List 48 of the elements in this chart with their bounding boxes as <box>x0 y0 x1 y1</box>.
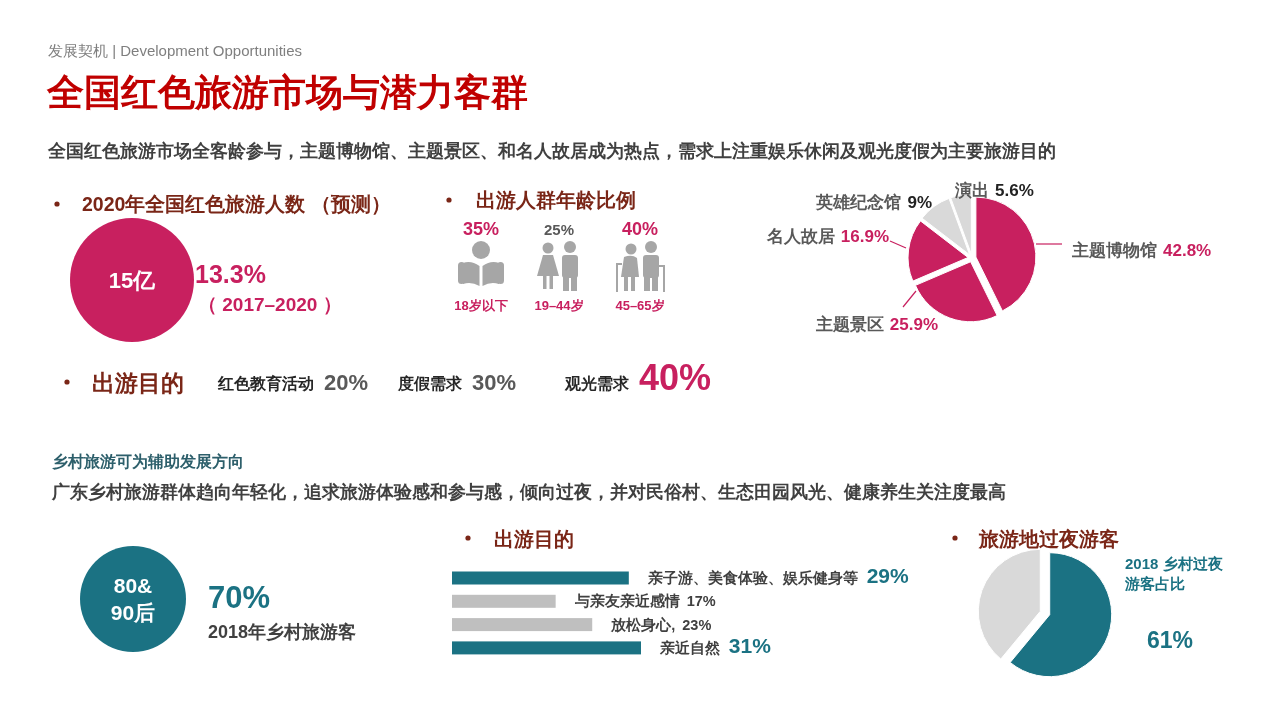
data-label: 25% <box>543 221 575 238</box>
text: 乡村旅游可为辅助发展方向 <box>52 452 244 470</box>
bar <box>452 594 556 608</box>
chart-title: 出游目的 <box>494 528 574 550</box>
slice-label: 英雄纪念馆 <box>815 192 902 212</box>
data-label: 亲子游、美食体验、娱乐健身等 29% <box>646 564 909 588</box>
chart-title: 旅游地过夜游客 <box>978 528 1119 550</box>
data-label: 30% <box>472 370 517 395</box>
text: 全国红色旅游市场全客龄参与，主题博物馆、主题景区、和名人故居成为热点，需求上注重娱乐休闲及观光度假为主要旅游目的 <box>47 140 1056 161</box>
data-label: 亲近自然 31% <box>659 633 772 657</box>
category-label: 观光需求 <box>564 375 630 392</box>
bar <box>452 571 629 585</box>
text: 80&90后 <box>110 574 156 624</box>
category-label: 红色教育活动 <box>217 374 314 392</box>
text: 15亿 <box>108 267 157 293</box>
bar <box>452 641 641 655</box>
category-label: 18岁以下 <box>454 298 508 313</box>
category-label: 19–44岁 <box>534 298 584 313</box>
data-label: 61% <box>1147 627 1194 653</box>
data-label: 5.6% <box>995 180 1034 200</box>
data-label: 25.9% <box>889 314 938 334</box>
text: 2020年全国红色旅游人数 （预测） <box>82 193 391 215</box>
category-label: 度假需求 <box>397 374 463 392</box>
data-label: 40% <box>639 357 712 398</box>
data-label: 9% <box>907 192 933 212</box>
data-label: 40% <box>621 219 659 239</box>
text: 70% <box>208 580 271 615</box>
text: 出游人群年龄比例 <box>476 189 636 211</box>
data-label: 42.8% <box>1163 240 1212 260</box>
text: 2018年乡村旅游客 <box>208 622 357 642</box>
text: 广东乡村旅游群体趋向年轻化，追求旅游体验感和参与感，倾向过夜，并对民俗村、生态田园风光、健康养生关注度最高 <box>51 481 1006 502</box>
slice-label: 主题博物馆 <box>1071 240 1157 260</box>
slice-label: 主题景区 <box>814 314 884 334</box>
text: 全国红色旅游市场与潜力客群 <box>46 72 528 113</box>
data-label: 放松身心, 23% <box>610 615 712 633</box>
data-label: 35% <box>462 219 500 239</box>
data-label: 20% <box>324 370 369 395</box>
bar <box>452 618 593 632</box>
slice-label: 演出 <box>954 180 989 200</box>
data-label: 16.9% <box>840 226 889 246</box>
text: 发展契机 | Development Opportunities <box>48 42 302 59</box>
data-label: 与亲友亲近感情 17% <box>573 592 716 610</box>
slice-label: 2018 乡村过夜游客占比 <box>1124 555 1224 592</box>
text: 出游目的 <box>92 370 184 396</box>
slice-label: 名人故居 <box>765 226 835 246</box>
text: 13.3% <box>195 260 266 288</box>
text: （ 2017–2020 ） <box>198 294 342 315</box>
category-label: 45–65岁 <box>615 298 665 313</box>
